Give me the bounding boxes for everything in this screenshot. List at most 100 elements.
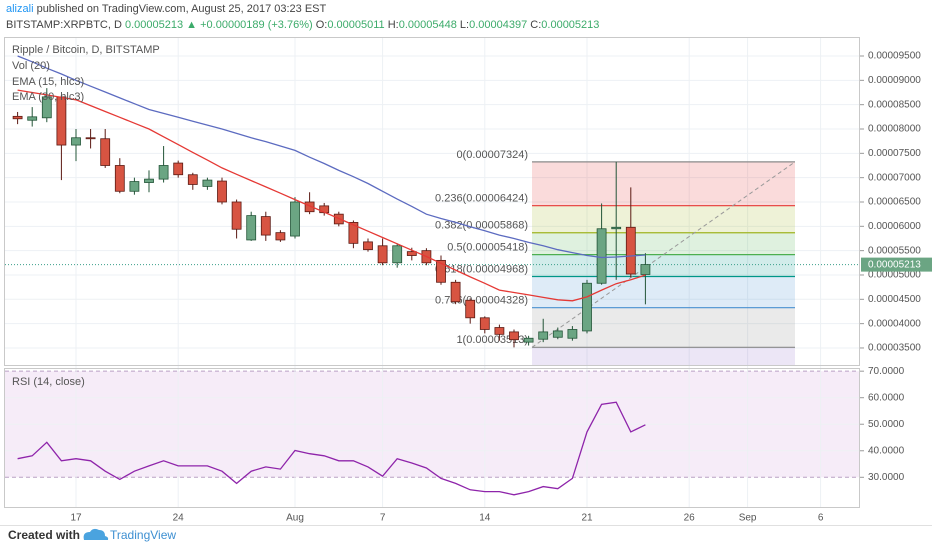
ema-line: [17, 89, 646, 302]
y-tick-label: 0.00005500: [868, 245, 921, 256]
volume-label: Vol (20): [12, 60, 50, 72]
logo-cloud: [83, 528, 109, 540]
y-tick-label: 0.00004500: [868, 294, 921, 305]
change: ▲ +0.00000189 (+3.76%): [186, 19, 313, 31]
candle-body: [523, 337, 534, 343]
author[interactable]: alizali: [6, 3, 34, 15]
x-tick-label: Sep: [739, 513, 757, 524]
rsi-line: [17, 401, 646, 496]
candle-body: [406, 251, 417, 256]
candle-body: [304, 201, 315, 213]
candle-body: [392, 245, 403, 264]
rsi-tick-label: 60.0000: [868, 392, 905, 403]
rsi-tick-label: 70.0000: [868, 366, 905, 377]
fib-band: [532, 307, 795, 348]
header: alizali published on TradingView.com, Au…: [6, 1, 599, 33]
fib-label: 0.236(0.00006424): [435, 193, 528, 205]
fib-label: 0.5(0.00005418): [447, 242, 528, 254]
candle-body: [348, 222, 359, 244]
candle-body: [538, 331, 549, 340]
candle-body: [567, 329, 578, 339]
candle-body: [509, 331, 519, 341]
rsi-panel-border: [4, 368, 860, 508]
x-tick-label: 26: [684, 513, 696, 524]
published: published on TradingView.com, August 25,…: [33, 3, 327, 15]
plot-layer: 0(0.00007324)0.236(0.00006424)0.382(0.00…: [5, 38, 860, 507]
fib-extension: [532, 347, 795, 365]
candle-body: [450, 281, 461, 303]
y-tick-label: 0.00003500: [868, 343, 921, 354]
candle-body: [290, 201, 300, 237]
footer-brand[interactable]: TradingView: [110, 528, 176, 542]
rsi-title: RSI (14, close): [12, 376, 85, 388]
ohlc-part: O:: [315, 19, 328, 31]
last-price-badge: [861, 257, 932, 272]
x-tick-label: 14: [479, 513, 491, 524]
candle-body: [246, 215, 257, 241]
ohlc-part: H:: [387, 19, 399, 31]
fib-band: [532, 276, 795, 308]
y-tick-label: 0.00006500: [868, 197, 921, 208]
y-tick-label: 0.00006000: [868, 221, 921, 232]
symbol: BITSTAMP:XRPBTC, D: [6, 19, 122, 31]
fib-band: [532, 232, 795, 255]
legend-entry: EMA (15, hlc3): [12, 76, 84, 88]
chart-title: Ripple / Bitcoin, D, BITSTAMP: [12, 44, 160, 56]
rsi-tick-label: 50.0000: [868, 419, 905, 430]
candle-body: [85, 137, 96, 140]
y-tick-label: 0.00007500: [868, 148, 921, 159]
x-tick-label: 17: [70, 513, 82, 524]
fib-label: 0.786(0.00004328): [435, 295, 528, 307]
ohlc-part: 0.00005213: [541, 19, 600, 31]
candle-body: [56, 96, 67, 146]
candle-body: [27, 116, 38, 121]
y-tick-label: 0.00005000: [868, 270, 921, 281]
fib-label: 0.618(0.00004968): [435, 263, 528, 275]
candle-body: [202, 179, 213, 187]
fib-band: [532, 161, 795, 206]
x-tick-label: 24: [173, 513, 185, 524]
candle-body: [479, 317, 490, 330]
last-price-label: 0.00005213: [868, 259, 921, 270]
candle-body: [173, 162, 184, 176]
x-tick-label: 7: [380, 513, 386, 524]
candle-body: [552, 330, 563, 338]
fib-label: 0(0.00007324): [456, 149, 528, 161]
ohlc-part: 0.00004397: [469, 19, 528, 31]
candle-body: [494, 327, 505, 335]
tradingview-logo: [83, 528, 109, 540]
header-line: alizali published on TradingView.com, Au…: [6, 1, 599, 17]
footer-created: Created with: [8, 528, 80, 542]
candle-body: [71, 137, 81, 146]
candle-body: [275, 232, 286, 241]
candle-body: [187, 174, 198, 185]
candle-body: [625, 226, 636, 275]
fib-band: [532, 205, 795, 233]
candle-body: [41, 96, 52, 119]
ema-line: [17, 55, 646, 259]
legend-entry: EMA (30, hlc3): [12, 91, 84, 103]
main-panel-border: [4, 37, 860, 366]
candle-body: [231, 201, 242, 230]
y-tick-label: 0.00008000: [868, 124, 921, 135]
price: 0.00005213: [124, 19, 184, 31]
ohlc-part: L:: [459, 19, 470, 31]
candle-body: [144, 178, 154, 183]
x-tick-label: Aug: [286, 513, 304, 524]
rsi-tick-label: 30.0000: [868, 472, 905, 483]
ohlc-part: 0.00005011: [327, 19, 385, 31]
ohlc: O:0.00005011 H:0.00005448 L:0.00004397 C…: [316, 19, 600, 31]
ohlc-part: C:: [530, 19, 542, 31]
candle-body: [596, 228, 607, 284]
y-tick-label: 0.00007000: [868, 172, 921, 183]
candle-body: [158, 165, 169, 180]
candle-body: [640, 264, 651, 275]
candle-body: [377, 245, 388, 264]
candle-body: [100, 138, 111, 166]
candle-body: [363, 241, 373, 251]
candle-body: [465, 299, 476, 319]
x-tick-label: 21: [581, 513, 593, 524]
y-tick-label: 0.00008500: [868, 99, 921, 110]
